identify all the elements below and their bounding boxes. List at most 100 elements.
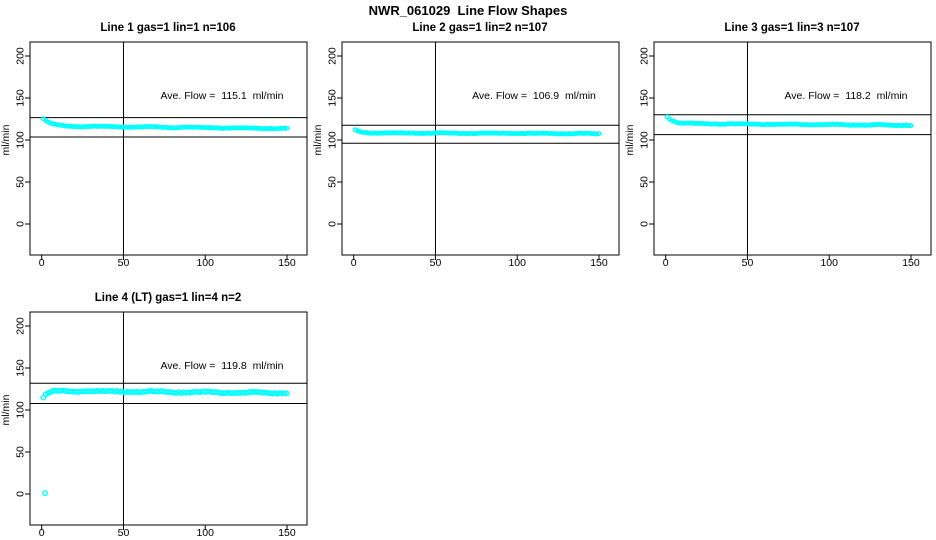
empty-cell — [312, 270, 624, 540]
data-point — [226, 125, 232, 131]
data-point — [117, 124, 123, 130]
data-point — [894, 123, 900, 129]
data-point — [170, 125, 176, 131]
subplot-title: Line 2 gas=1 lin=2 n=107 — [412, 22, 547, 34]
outlier-point — [42, 490, 48, 497]
data-point — [212, 125, 218, 131]
data-point — [59, 122, 65, 128]
data-point — [713, 121, 719, 127]
data-point — [366, 130, 372, 136]
data-point — [726, 121, 732, 127]
data-point — [710, 121, 716, 127]
data-point — [410, 130, 416, 136]
y-axis-label: ml/min — [0, 124, 12, 155]
data-point — [596, 131, 602, 137]
data-point — [486, 130, 492, 136]
data-point — [135, 124, 141, 130]
data-point — [193, 124, 199, 130]
data-point — [724, 121, 730, 127]
data-point — [575, 130, 581, 136]
data-point — [391, 130, 397, 136]
x-tick-label: 50 — [430, 257, 442, 269]
data-point — [676, 120, 682, 126]
data-point — [453, 130, 459, 136]
data-point — [720, 121, 726, 127]
data-point — [749, 121, 755, 127]
data-point — [534, 130, 540, 136]
line-4-chart: Line 4 (LT) gas=1 lin=4 n=2 Ave. Flow = … — [0, 292, 308, 539]
data-point — [573, 130, 579, 136]
data-point — [869, 122, 875, 128]
data-point — [166, 125, 172, 131]
y-tick-label: 0 — [327, 221, 339, 227]
data-point — [414, 130, 420, 136]
data-point — [855, 122, 861, 128]
data-point — [885, 122, 891, 128]
data-point — [809, 122, 815, 128]
data-point — [463, 131, 469, 137]
x-tick-label: 150 — [278, 527, 296, 539]
data-point — [736, 121, 742, 127]
data-point — [844, 122, 850, 128]
data-point — [275, 126, 281, 132]
data-point — [832, 122, 838, 128]
x-tick-label: 50 — [118, 257, 130, 269]
data-point — [483, 130, 489, 136]
data-point — [398, 130, 404, 136]
data-point — [110, 124, 116, 130]
data-point — [717, 121, 723, 127]
data-point — [272, 126, 278, 132]
subplot-line-2: Line 2 gas=1 lin=2 n=107 Ave. Flow = 106… — [312, 0, 624, 270]
data-point — [152, 124, 158, 130]
data-point — [518, 130, 524, 136]
subplot-title: Line 3 gas=1 lin=3 n=107 — [724, 22, 859, 34]
data-point — [860, 122, 866, 128]
data-point — [474, 131, 480, 137]
data-point — [703, 121, 709, 127]
data-point — [131, 124, 137, 130]
data-point — [401, 130, 407, 136]
data-point — [733, 121, 739, 127]
data-point — [380, 130, 386, 136]
data-point — [685, 120, 691, 126]
data-point — [580, 131, 586, 137]
data-point — [857, 122, 863, 128]
data-point — [77, 124, 83, 130]
y-tick-label: 200 — [639, 47, 651, 65]
data-point — [763, 121, 769, 127]
data-point — [71, 124, 77, 130]
data-point — [522, 131, 528, 137]
y-axis-label: ml/min — [624, 124, 636, 155]
data-point — [811, 122, 817, 128]
data-point — [770, 122, 776, 128]
data-point — [200, 125, 206, 131]
data-point — [550, 131, 556, 137]
data-point — [119, 124, 125, 130]
data-point — [678, 120, 684, 126]
data-point — [61, 123, 67, 129]
data-point — [252, 125, 258, 131]
data-point — [548, 130, 554, 136]
data-point — [830, 121, 836, 127]
ave-flow-annotation: Ave. Flow = 118.2 ml/min — [784, 90, 907, 102]
data-point — [887, 122, 893, 128]
data-point — [772, 121, 778, 127]
x-tick-label: 150 — [278, 257, 296, 269]
data-point — [472, 131, 478, 137]
data-point — [729, 121, 735, 127]
data-point — [458, 131, 464, 137]
line-2-chart: Line 2 gas=1 lin=2 n=107 Ave. Flow = 106… — [312, 22, 620, 269]
data-point — [442, 130, 448, 136]
data-point — [122, 124, 128, 130]
data-point — [687, 120, 693, 126]
data-point — [424, 130, 430, 136]
data-point — [481, 130, 487, 136]
data-point — [258, 126, 264, 132]
data-point — [82, 124, 88, 130]
data-point — [578, 130, 584, 136]
data-point — [94, 123, 100, 129]
data-point — [525, 130, 531, 136]
data-point — [219, 125, 225, 131]
data-point — [818, 122, 824, 128]
